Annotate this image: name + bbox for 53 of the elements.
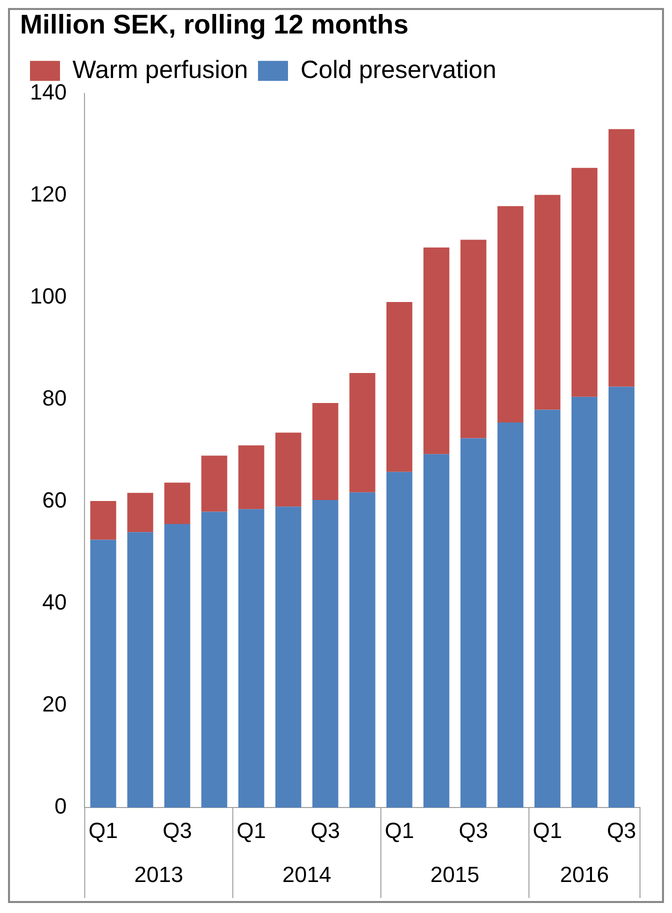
legend-label: Warm perfusion	[72, 56, 248, 84]
x-tick-label: Q3	[310, 818, 340, 843]
y-tick-label: 80	[42, 386, 67, 411]
bar	[349, 492, 376, 808]
bar	[534, 194, 560, 410]
y-tick-label: 100	[30, 284, 67, 309]
legend-label: Cold preservation	[300, 56, 496, 84]
y-tick-label: 60	[42, 488, 67, 513]
bar	[164, 524, 190, 808]
bar	[90, 501, 116, 540]
bar	[460, 438, 486, 808]
x-tick-label: Q1	[532, 818, 562, 843]
chart-title: Million SEK, rolling 12 months	[20, 10, 409, 40]
text: 2013	[134, 862, 184, 888]
bar	[386, 472, 412, 808]
bar	[312, 403, 338, 500]
x-tick-label: Q1	[236, 818, 266, 843]
x-tick-label: Q3	[458, 818, 488, 843]
bar	[238, 509, 264, 808]
bar	[460, 240, 486, 438]
text: 2015	[430, 862, 480, 888]
y-tick-label: 140	[30, 79, 67, 104]
bar	[497, 422, 524, 808]
text: 2014	[282, 862, 332, 888]
x-tick-label: Q3	[606, 818, 636, 843]
bar	[423, 247, 450, 454]
bar	[349, 372, 376, 492]
bar	[608, 129, 634, 387]
text: 2016	[560, 862, 609, 888]
bar	[423, 454, 450, 808]
bar	[275, 506, 302, 808]
bar	[497, 206, 524, 422]
x-tick-label: Q3	[162, 818, 192, 843]
y-tick-label: 20	[42, 692, 67, 717]
bar	[572, 168, 598, 397]
bar	[201, 456, 228, 512]
bar	[608, 386, 634, 808]
bar	[238, 445, 264, 510]
bar	[275, 432, 302, 507]
x-tick-label: Q1	[384, 818, 414, 843]
bar	[164, 482, 190, 524]
bar	[534, 410, 560, 808]
y-tick-label: 40	[42, 590, 67, 615]
bar	[127, 532, 154, 808]
x-tick-label: Q1	[88, 818, 118, 843]
bar	[201, 512, 228, 808]
bar	[386, 302, 412, 472]
bar	[312, 500, 338, 808]
bar	[127, 492, 154, 532]
bar	[572, 396, 598, 808]
bar	[90, 540, 116, 808]
y-tick-label: 120	[30, 181, 67, 206]
y-tick-label: 0	[54, 794, 67, 819]
